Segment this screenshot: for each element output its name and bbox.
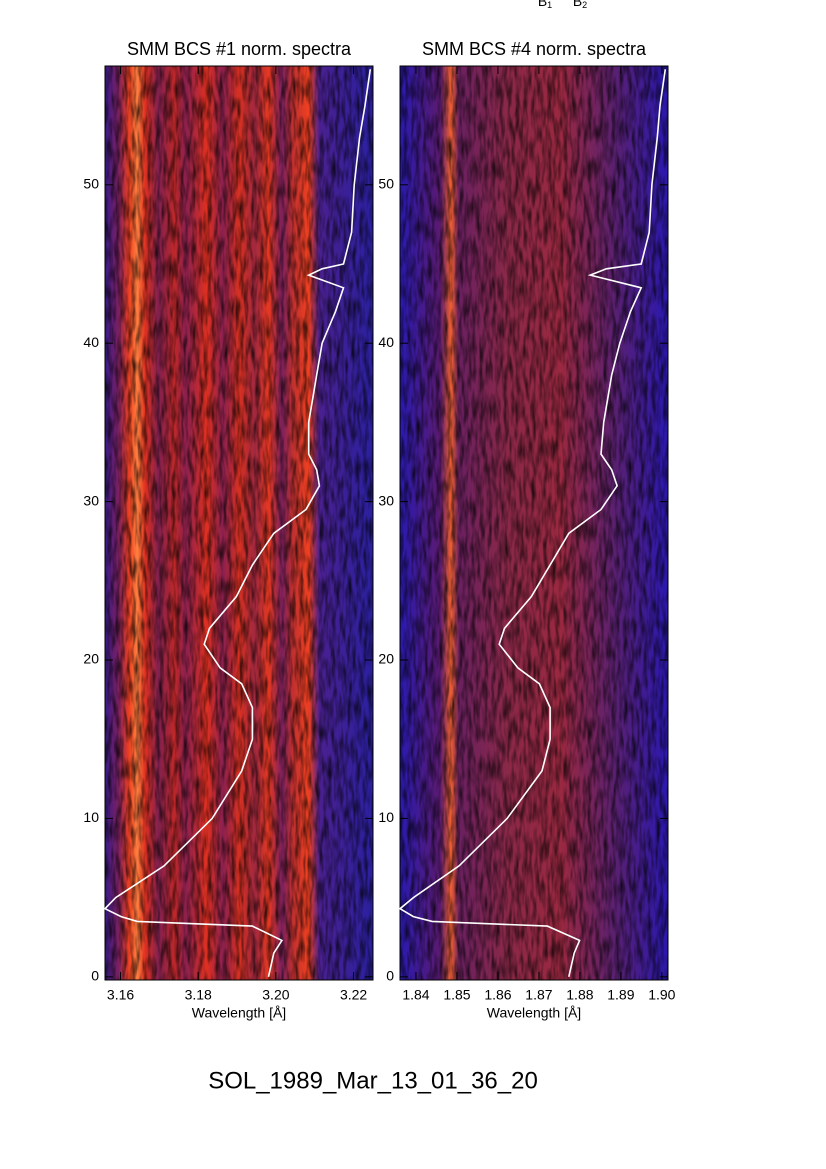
annotation: B2 — [573, 0, 587, 10]
figure-title: SOL_1989_Mar_13_01_36_20 — [208, 1067, 538, 1094]
y-tick-label: 20 — [83, 651, 99, 667]
x-tick-label: 1.90 — [648, 987, 675, 1003]
annotation: B1 — [538, 0, 552, 10]
y-tick-label: 10 — [378, 809, 394, 825]
annotation-sub: 2 — [582, 0, 587, 10]
x-tick-label: 1.88 — [566, 987, 593, 1003]
x-tick-label: 3.16 — [107, 987, 134, 1003]
plot-frame — [399, 65, 669, 981]
y-tick-label: 30 — [378, 492, 394, 508]
y-tick-label: 50 — [378, 176, 394, 192]
annotation-text: B — [573, 0, 582, 9]
x-tick-label: 1.85 — [443, 987, 470, 1003]
y-tick-label: 20 — [378, 651, 394, 667]
x-tick-label: 1.89 — [607, 987, 634, 1003]
y-tick-label: 0 — [91, 968, 99, 984]
y-tick-label: 0 — [386, 968, 394, 984]
y-tick-label: 40 — [378, 334, 394, 350]
x-tick-label: 1.84 — [402, 987, 429, 1003]
annotation-text: B — [538, 0, 547, 9]
panel-title: SMM BCS #1 norm. spectra — [127, 39, 352, 59]
light-curve — [398, 69, 667, 977]
y-tick-label: 40 — [83, 334, 99, 350]
x-tick-label: 3.20 — [262, 987, 289, 1003]
x-tick-label: 3.22 — [340, 987, 367, 1003]
spectrogram-texture — [105, 66, 373, 980]
x-tick-label: 3.18 — [185, 987, 212, 1003]
y-tick-label: 10 — [83, 809, 99, 825]
light-curve — [103, 69, 372, 977]
panel-title: SMM BCS #4 norm. spectra — [422, 39, 647, 59]
x-tick-label: 1.86 — [484, 987, 511, 1003]
plot-frame — [104, 65, 374, 981]
x-axis-label: Wavelength [Å] — [487, 1005, 581, 1021]
y-tick-label: 30 — [83, 492, 99, 508]
annotation-sub: 1 — [547, 0, 552, 10]
y-tick-label: 50 — [83, 176, 99, 192]
spectrogram-texture — [400, 66, 668, 980]
x-tick-label: 1.87 — [525, 987, 552, 1003]
x-axis-label: Wavelength [Å] — [192, 1005, 286, 1021]
